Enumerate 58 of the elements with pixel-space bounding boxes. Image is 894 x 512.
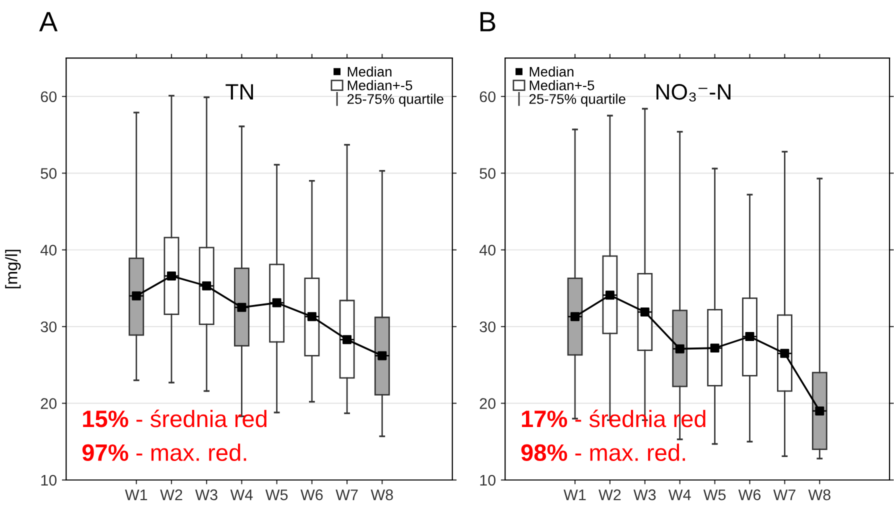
point bbox=[745, 332, 754, 342]
x-tick-label: W8 bbox=[370, 489, 393, 500]
x-tick-label: W4 bbox=[668, 490, 691, 500]
point bbox=[307, 312, 316, 322]
y-tick-label: 10 bbox=[41, 474, 57, 486]
point bbox=[202, 281, 212, 290]
y-tick-label: 30 bbox=[40, 321, 57, 332]
y-tick-label: 50 bbox=[480, 168, 496, 179]
text: NO₃⁻-N bbox=[656, 84, 730, 102]
point bbox=[780, 348, 790, 358]
legend-label: Median bbox=[530, 66, 574, 77]
y-tick-label: 40 bbox=[40, 244, 57, 256]
annotation: 25-75% quartile bbox=[347, 94, 444, 107]
annotation: 98% - max. red. bbox=[521, 444, 685, 462]
annotation: 97% - max. red. bbox=[82, 444, 246, 462]
y-tick-label: 40 bbox=[479, 244, 496, 256]
y-tick-label: 60 bbox=[40, 91, 57, 102]
y-tick-label: 20 bbox=[480, 398, 496, 409]
point bbox=[272, 298, 282, 308]
y-tick-label: 60 bbox=[480, 91, 496, 102]
x-tick-label: W2 bbox=[598, 489, 621, 500]
x-tick-label: W5 bbox=[703, 490, 726, 500]
x-tick-label: W7 bbox=[773, 490, 796, 500]
point bbox=[605, 290, 614, 300]
x-tick-label: W3 bbox=[195, 489, 218, 500]
point bbox=[132, 291, 141, 300]
x-tick-label: W6 bbox=[738, 489, 761, 500]
legend-label: Median+-5 bbox=[530, 80, 594, 90]
y-tick-label: 10 bbox=[480, 474, 496, 486]
chart-title: B bbox=[480, 12, 496, 32]
point bbox=[570, 312, 580, 322]
x-tick-label: W4 bbox=[230, 490, 253, 500]
legend-label: Median bbox=[348, 66, 392, 77]
point bbox=[166, 271, 176, 280]
point bbox=[378, 351, 387, 360]
x-tick-label: W7 bbox=[336, 490, 358, 500]
y-axis-title: [mg/l] bbox=[5, 250, 21, 288]
x-tick-label: W5 bbox=[265, 490, 288, 500]
point bbox=[640, 308, 650, 317]
x-tick-label: W8 bbox=[808, 489, 830, 500]
x-tick-label: W1 bbox=[124, 490, 148, 500]
y-tick-label: 30 bbox=[480, 321, 496, 332]
annotation: 15% - średnia red bbox=[83, 410, 266, 428]
point bbox=[342, 335, 352, 344]
y-tick-label: 50 bbox=[40, 168, 57, 179]
point bbox=[237, 302, 246, 312]
chart-title: A bbox=[39, 12, 58, 32]
y-tick-label: 20 bbox=[40, 398, 57, 409]
x-tick-label: W2 bbox=[160, 489, 182, 500]
text: TN bbox=[226, 84, 253, 100]
point bbox=[815, 406, 824, 416]
annotation: 25-75% quartile bbox=[529, 94, 626, 107]
legend-label: Median+-5 bbox=[348, 80, 412, 90]
point bbox=[710, 344, 720, 353]
x-tick-label: W6 bbox=[300, 489, 323, 500]
point bbox=[675, 344, 684, 354]
x-tick-label: W1 bbox=[564, 490, 586, 500]
x-tick-label: W3 bbox=[634, 489, 656, 500]
